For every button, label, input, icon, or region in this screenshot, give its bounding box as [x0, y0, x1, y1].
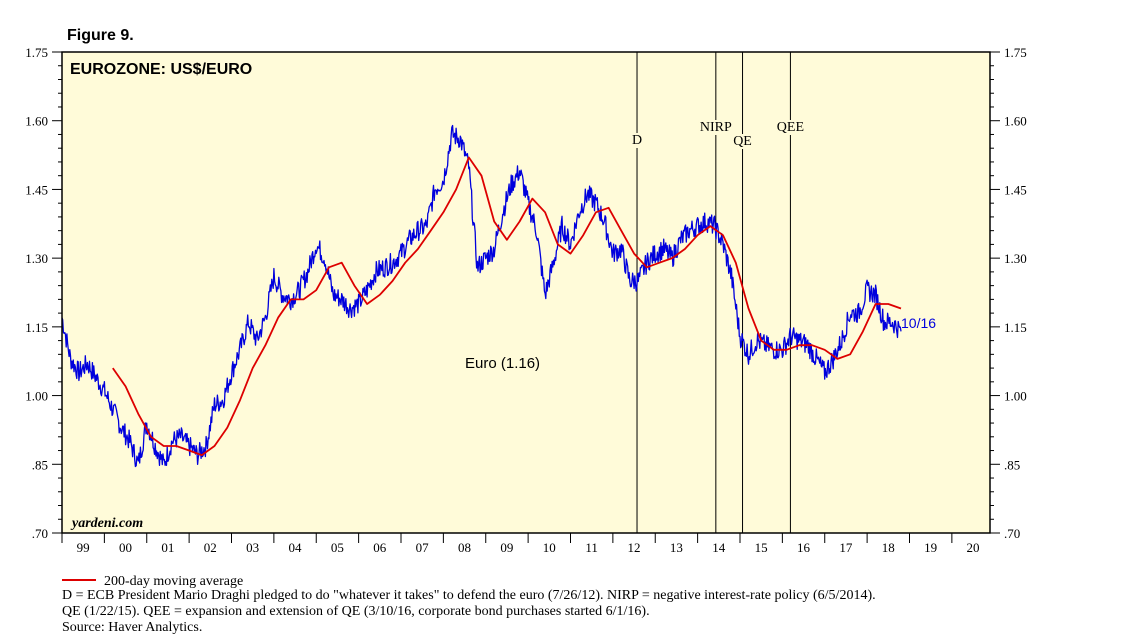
x-tick-label: 13 [670, 540, 683, 555]
event-label-qe: QE [733, 134, 752, 149]
watermark: yardeni.com [70, 516, 143, 531]
last-value-label: 10/16 [901, 315, 936, 331]
y-tick-label-right: 1.00 [1004, 389, 1027, 404]
footnote-line-1: D = ECB President Mario Draghi pledged t… [62, 588, 876, 603]
event-label-bg [698, 120, 733, 135]
y-tick-label-left: 1.60 [25, 114, 48, 129]
x-tick-label: 19 [924, 540, 937, 555]
y-tick-label-left: .85 [32, 457, 48, 472]
footnote-line-2: QE (1/22/15). QEE = expansion and extens… [62, 604, 650, 619]
x-tick-label: 04 [289, 540, 303, 555]
y-tick-label-right: .85 [1004, 457, 1020, 472]
event-label-bg [630, 133, 644, 148]
x-tick-label: 05 [331, 540, 344, 555]
figure-label: Figure 9. [67, 27, 134, 44]
event-label-nirp: NIRP [700, 120, 732, 135]
y-tick-label-left: 1.00 [25, 389, 48, 404]
y-tick-label-left: 1.45 [25, 182, 48, 197]
x-tick-label: 06 [373, 540, 387, 555]
legend: 200-day moving average [62, 574, 243, 589]
x-tick-label: 16 [797, 540, 811, 555]
x-tick-label: 10 [543, 540, 556, 555]
y-tick-label-right: 1.30 [1004, 251, 1027, 266]
chart-title: EUROZONE: US$/EURO [70, 61, 252, 78]
series-label: Euro (1.16) [465, 355, 540, 372]
plot-area [62, 52, 990, 533]
x-tick-label: 99 [77, 540, 90, 555]
x-tick-label: 08 [458, 540, 471, 555]
legend-ma-label: 200-day moving average [104, 574, 243, 589]
x-tick-label: 02 [204, 540, 217, 555]
y-tick-label-right: 1.15 [1004, 320, 1027, 335]
source-note: Source: Haver Analytics. [62, 620, 203, 635]
event-label-bg [732, 134, 753, 149]
x-tick-label: 17 [839, 540, 853, 555]
x-tick-label: 20 [967, 540, 980, 555]
x-tick-label: 11 [585, 540, 598, 555]
y-tick-label-left: 1.30 [25, 251, 48, 266]
x-tick-label: 03 [246, 540, 259, 555]
y-tick-label-right: 1.45 [1004, 182, 1027, 197]
x-tick-label: 01 [161, 540, 174, 555]
y-tick-label-left: .70 [32, 526, 48, 541]
x-tick-label: 15 [755, 540, 768, 555]
y-tick-label-left: 1.15 [25, 320, 48, 335]
ma-series-line [112, 156, 902, 457]
event-label-d: D [632, 133, 642, 148]
y-tick-label-right: 1.75 [1004, 45, 1027, 60]
y-tick-label-right: .70 [1004, 526, 1020, 541]
event-label-qee: QEE [777, 120, 804, 135]
event-label-bg [775, 120, 806, 135]
x-tick-label: 18 [882, 540, 895, 555]
x-tick-label: 12 [628, 540, 641, 555]
x-tick-label: 09 [500, 540, 513, 555]
y-tick-label-right: 1.60 [1004, 114, 1027, 129]
x-tick-label: 07 [416, 540, 430, 555]
y-tick-label-left: 1.75 [25, 45, 48, 60]
x-tick-label: 14 [712, 540, 726, 555]
plot-border [61, 51, 991, 534]
x-tick-label: 00 [119, 540, 132, 555]
